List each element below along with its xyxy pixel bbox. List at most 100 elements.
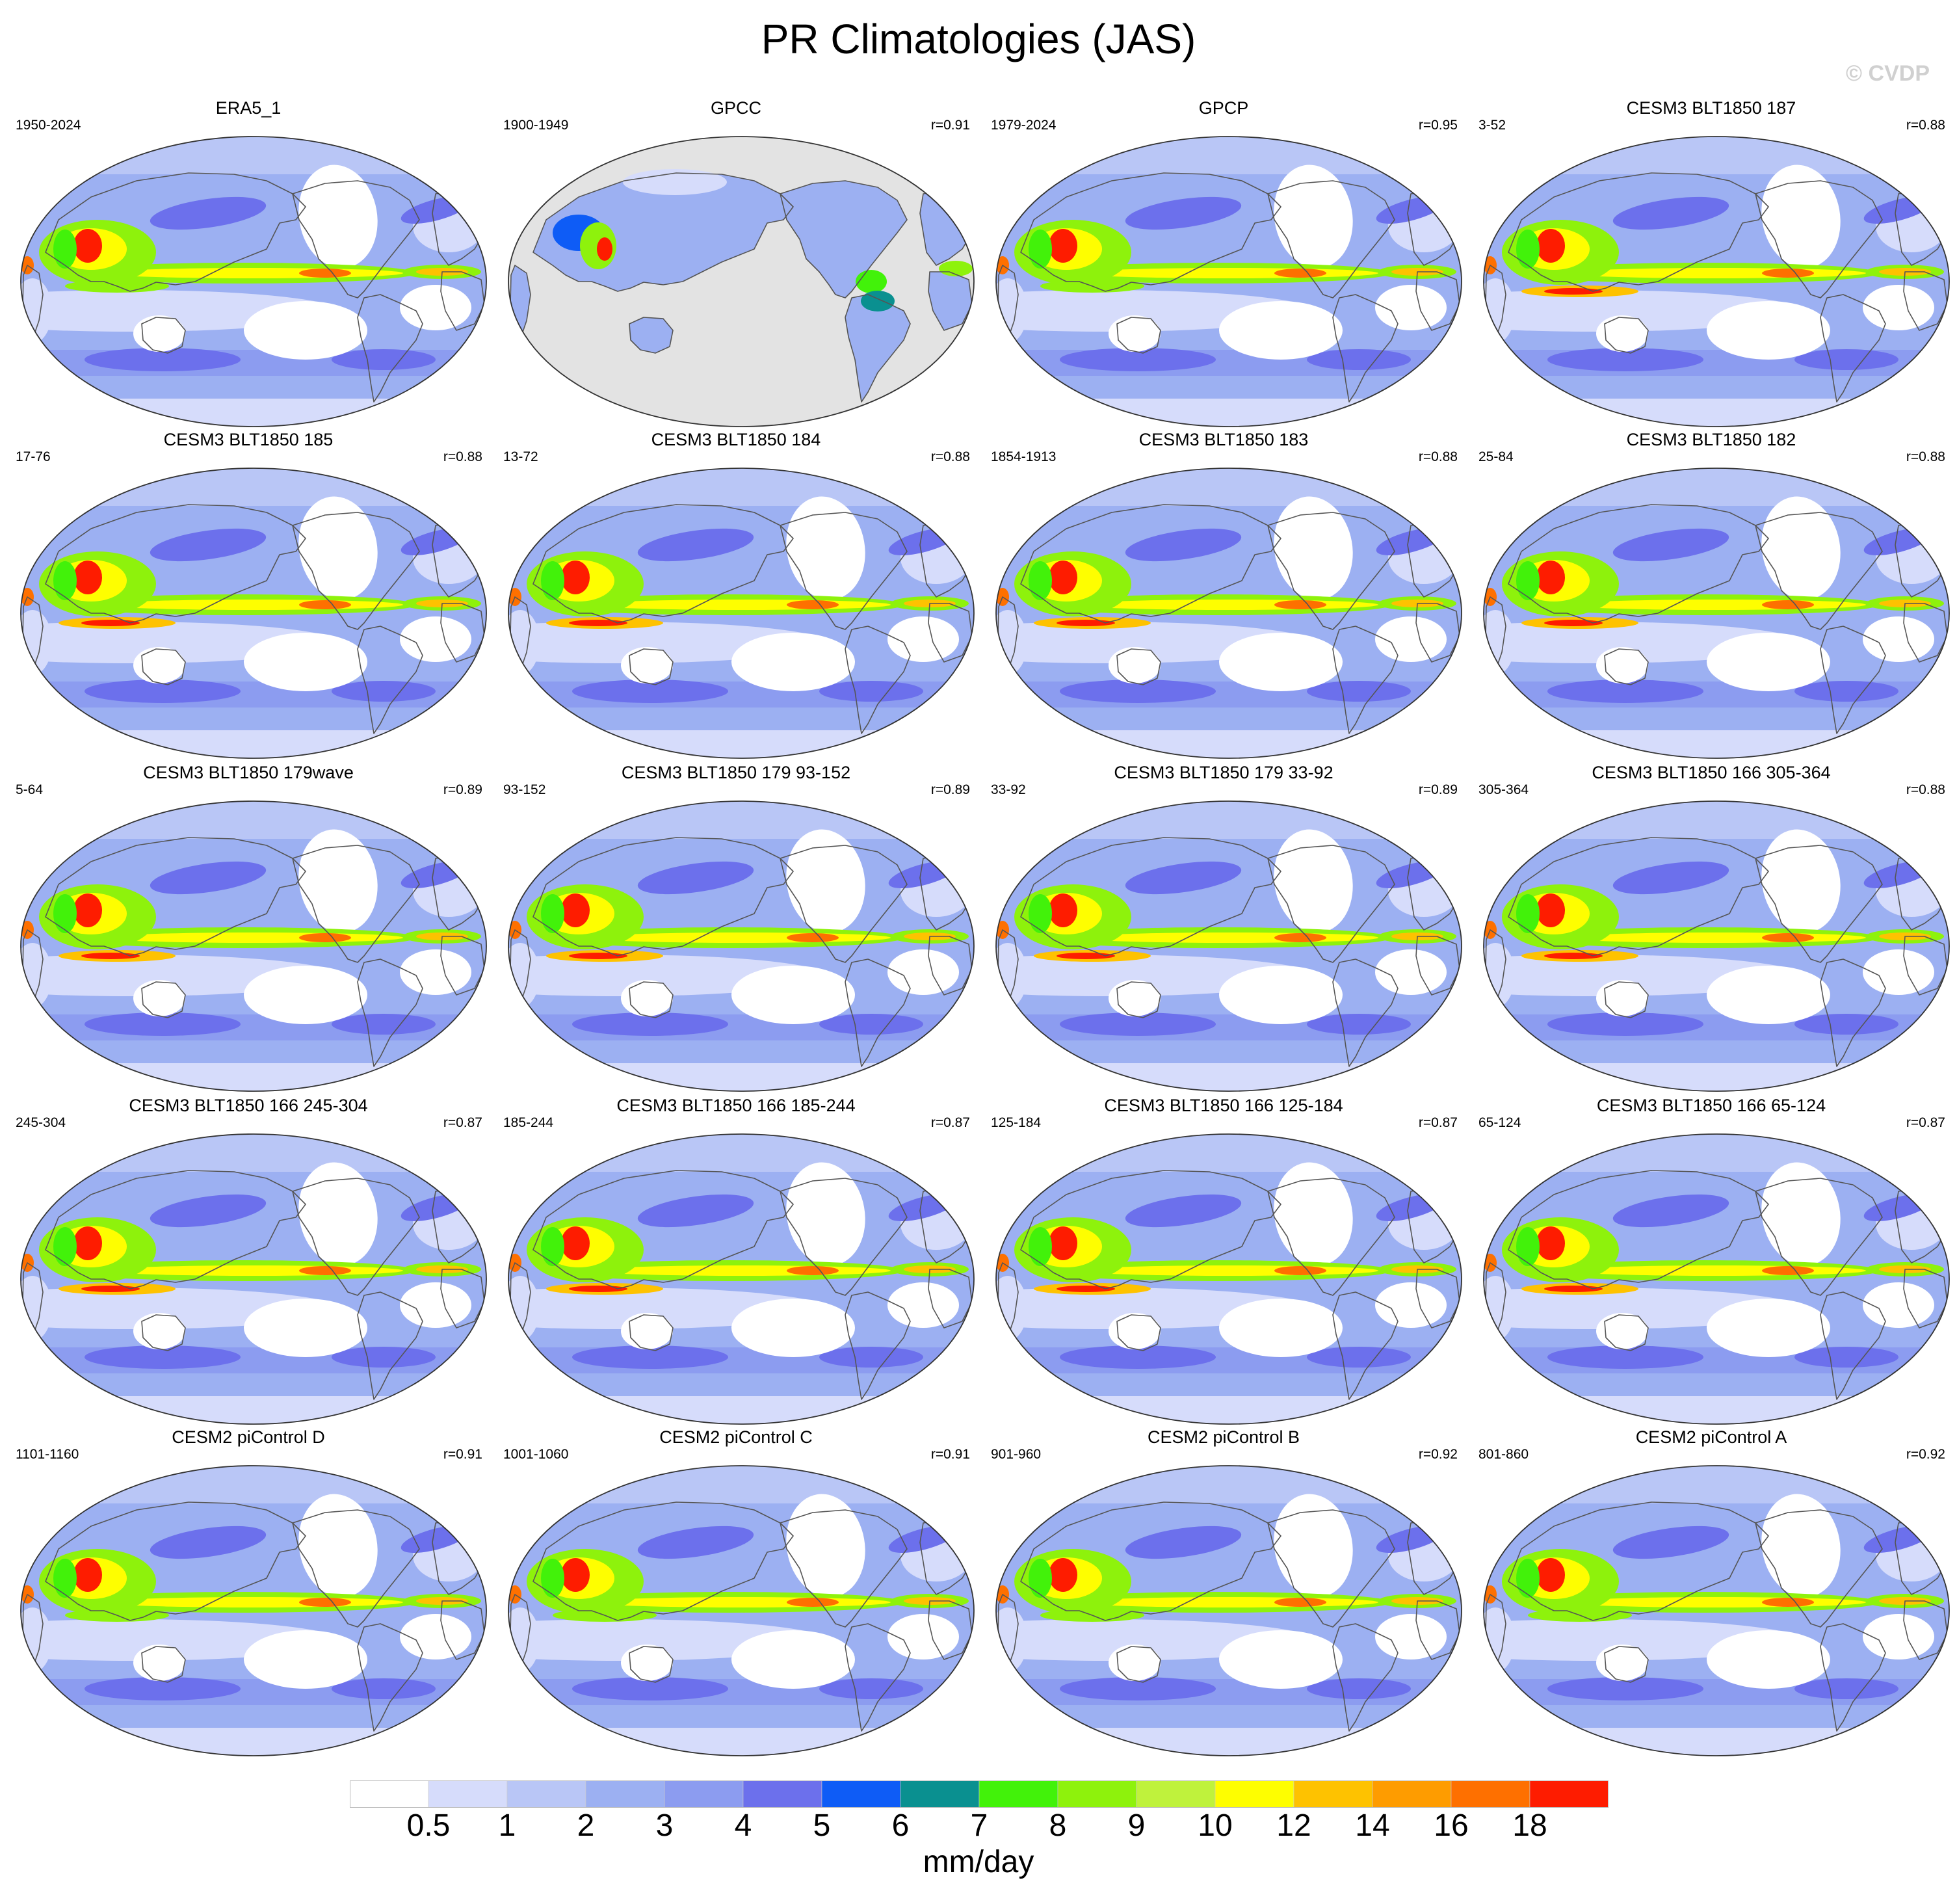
map-panel: CESM3 BLT1850 166 305-364 305-364 r=0.88: [1471, 762, 1952, 1092]
map-border: [1483, 136, 1950, 427]
monsoon-edge: [1516, 894, 1540, 933]
panel-period: 1101-1160: [16, 1447, 79, 1462]
itcz-pacific-core: [1079, 600, 1378, 610]
coastline-africa-east: [1903, 603, 1948, 663]
map-border: [995, 1465, 1462, 1756]
coastline-north-america: [1755, 180, 1883, 298]
coastline-north-america: [1267, 512, 1395, 630]
coastline-south-america: [357, 294, 423, 403]
arctic-band: [996, 137, 1462, 174]
itcz-east-pacific-max: [787, 1598, 839, 1607]
north-pacific-storm-track: [1612, 1194, 1729, 1228]
arctic-band: [21, 1466, 486, 1503]
antarctic-band: [508, 1728, 974, 1756]
map-panel: CESM2 piControl C 1001-1060 r=0.91: [495, 1427, 977, 1756]
colorbar-tick-label: 18: [1512, 1808, 1547, 1843]
antarctic-band: [996, 1063, 1462, 1091]
north-pacific-storm-track: [1125, 1526, 1242, 1559]
coastline-north-america: [292, 1509, 420, 1628]
precip-map: [1483, 136, 1950, 427]
map-panel: GPCC 1900-1949 r=0.91: [495, 98, 977, 427]
antarctic-band: [1484, 399, 1949, 427]
coastline-australia: [141, 648, 186, 685]
coastline-south-america: [1820, 626, 1886, 734]
southern-ocean-maximum: [1547, 1345, 1703, 1369]
north-pacific-storm-track: [150, 196, 267, 230]
map-border: [1483, 1465, 1950, 1756]
coastline-north-america: [292, 180, 420, 298]
map-border: [508, 136, 975, 427]
map-border: [508, 800, 975, 1092]
coastline-south-america: [357, 626, 423, 734]
monsoon-core: [73, 893, 102, 927]
coastline-africa-east: [440, 936, 485, 996]
arctic-band: [1484, 137, 1949, 174]
dry-north-pacific: [298, 1162, 378, 1266]
precip-map: [20, 1133, 487, 1425]
dry-north-pacific: [1761, 165, 1841, 269]
southern-atlantic-maximum: [332, 1014, 436, 1035]
colorbar-swatch: [742, 1780, 822, 1808]
dry-south-atlantic: [887, 949, 959, 995]
coastline-australia: [1604, 648, 1649, 685]
itcz-pacific-core: [1567, 268, 1866, 278]
itcz-pacific-core: [592, 932, 891, 943]
map-panel: CESM3 BLT1850 179wave 5-64 r=0.89: [8, 762, 489, 1092]
coastline-africa-east: [928, 936, 973, 996]
itcz-east-pacific-max: [1762, 600, 1814, 609]
panel-period: 245-304: [16, 1115, 66, 1130]
antarctic-band: [21, 1396, 486, 1424]
panel-title: CESM3 BLT1850 185: [163, 430, 334, 449]
itcz-pacific-core: [1567, 932, 1866, 943]
precip-map: [20, 800, 487, 1092]
coastline-south-america: [1332, 959, 1399, 1067]
dry-south-atlantic: [1375, 1282, 1447, 1328]
dry-south-atlantic: [887, 1282, 959, 1328]
monsoon-core: [561, 893, 590, 927]
monsoon-edge: [53, 561, 77, 600]
dry-north-pacific: [786, 829, 865, 933]
colorbar-tick-label: 0.5: [406, 1808, 451, 1843]
itcz-east-pacific-max: [1762, 269, 1814, 278]
coastline-north-america: [780, 512, 908, 630]
southern-ocean-maximum: [85, 680, 241, 703]
map-panel: CESM3 BLT1850 185 17-76 r=0.88: [8, 429, 489, 759]
antarctic-band: [996, 730, 1462, 758]
dry-north-pacific: [298, 1494, 378, 1598]
dry-southeast-pacific: [1707, 1299, 1830, 1357]
colorbar-swatch: [664, 1780, 744, 1808]
map-border: [995, 136, 1462, 427]
coastline-asia: [45, 504, 306, 624]
coastline-asia: [532, 504, 794, 624]
dry-southeast-pacific: [1219, 1630, 1343, 1689]
coastline-australia: [629, 648, 674, 685]
dry-southeast-pacific: [1707, 301, 1830, 360]
itcz-pacific-core: [592, 1265, 891, 1276]
coastline-asia: [1020, 172, 1281, 292]
colorbar-swatch: [1372, 1780, 1452, 1808]
southern-atlantic-maximum: [1794, 681, 1898, 702]
coastline-asia: [1020, 1170, 1281, 1289]
monsoon-edge: [53, 1559, 77, 1598]
coastline-south-america: [1820, 1623, 1886, 1732]
panel-period: 3-52: [1478, 118, 1506, 133]
southern-ocean-maximum: [1547, 348, 1703, 371]
itcz-pacific-core: [104, 1265, 403, 1276]
panel-pattern-correlation: r=0.91: [443, 1447, 482, 1462]
panel-title: CESM2 piControl D: [172, 1427, 325, 1447]
map-panel: GPCP 1979-2024 r=0.95: [983, 98, 1464, 427]
panel-period: 13-72: [503, 449, 538, 464]
dry-southeast-pacific: [1219, 301, 1343, 360]
map-panel: CESM2 piControl D 1101-1160 r=0.91: [8, 1427, 489, 1756]
arctic-band: [996, 1466, 1462, 1503]
panel-pattern-correlation: r=0.91: [930, 1447, 970, 1462]
land-precip-south-america: [845, 295, 910, 402]
precip-map: [995, 1465, 1462, 1756]
dry-southeast-pacific: [1219, 633, 1343, 691]
coastline-africa-east: [440, 271, 485, 331]
monsoon-edge: [1516, 1559, 1540, 1598]
southern-atlantic-maximum: [1307, 1678, 1411, 1699]
monsoon-edge: [541, 894, 564, 933]
coastline-africa-east: [1415, 271, 1460, 331]
coastline-north-america: [1267, 1509, 1395, 1628]
